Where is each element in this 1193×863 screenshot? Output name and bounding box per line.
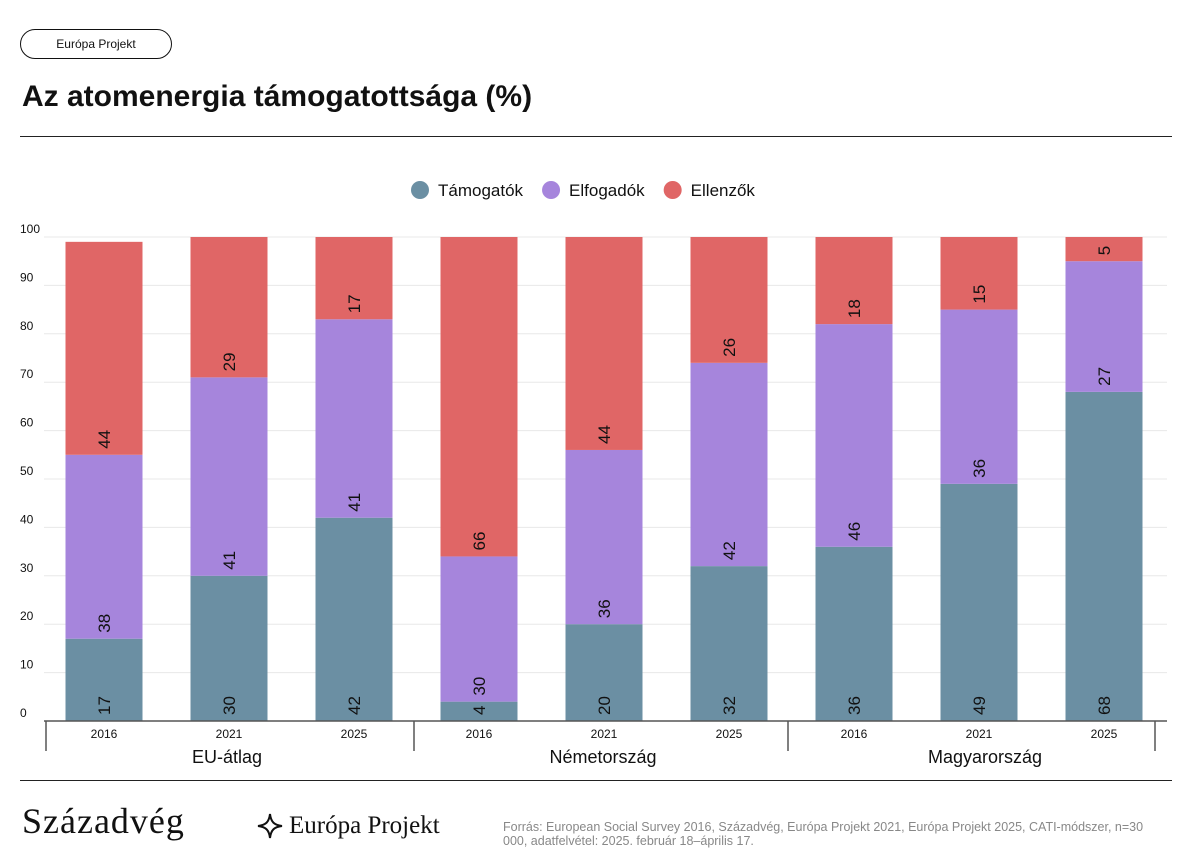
europa-projekt-logo-text: Európa Projekt [289, 812, 440, 839]
legend-swatch-2 [663, 181, 682, 199]
x-tick-label-1: 2021 [216, 727, 243, 741]
data-label-Támogatók-4: 20 [595, 696, 614, 715]
bar-Elfogadók-2 [315, 319, 393, 518]
group-label-2: Magyarország [928, 747, 1042, 767]
bar-Elfogadók-5 [690, 362, 768, 567]
data-label-Ellenzők-4: 44 [595, 425, 614, 444]
data-label-Ellenzők-1: 29 [220, 352, 239, 371]
data-label-Elfogadók-6: 46 [845, 522, 864, 541]
bar-Támogatók-5 [690, 566, 768, 721]
bar-Ellenzők-4 [565, 237, 643, 450]
y-tick-label-1: 10 [20, 658, 34, 672]
bar-Ellenzők-1 [190, 237, 268, 378]
data-label-Támogatók-7: 49 [970, 696, 989, 715]
bar-Támogatók-0 [65, 638, 143, 721]
x-tick-label-2: 2025 [341, 727, 368, 741]
bar-Elfogadók-8 [1065, 261, 1143, 392]
europa-projekt-pill: Európa Projekt [20, 29, 172, 59]
data-label-Elfogadók-8: 27 [1095, 367, 1114, 386]
legend-swatch-1 [542, 181, 561, 199]
data-label-Támogatók-2: 42 [345, 696, 364, 715]
y-tick-label-7: 70 [20, 367, 34, 381]
data-label-Elfogadók-2: 41 [345, 493, 364, 512]
top-divider [20, 136, 1172, 137]
europa-projekt-logo: Európa Projekt [257, 812, 440, 840]
data-label-Támogatók-1: 30 [220, 696, 239, 715]
bar-Ellenzők-8 [1065, 237, 1143, 262]
y-tick-label-0: 0 [20, 706, 27, 720]
bar-Elfogadók-4 [565, 449, 643, 625]
group-label-1: Németország [549, 747, 656, 767]
data-label-Támogatók-3: 4 [470, 706, 489, 715]
bar-Ellenzők-6 [815, 237, 893, 325]
y-tick-label-8: 80 [20, 319, 34, 333]
szazadveg-logo: Századvég [22, 801, 185, 841]
y-tick-label-3: 30 [20, 561, 34, 575]
diamond-star-icon [257, 813, 283, 839]
legend-label-0: Támogatók [438, 181, 524, 200]
x-tick-label-6: 2016 [841, 727, 868, 741]
data-label-Ellenzők-8: 5 [1095, 246, 1114, 255]
bar-Támogatók-4 [565, 624, 643, 721]
x-tick-label-8: 2025 [1091, 727, 1118, 741]
data-label-Ellenzők-7: 15 [970, 285, 989, 304]
y-tick-label-4: 40 [20, 512, 34, 526]
bar-Elfogadók-0 [65, 454, 143, 639]
bar-Elfogadók-7 [940, 309, 1018, 484]
bar-Elfogadók-6 [815, 324, 893, 547]
source-note: Forrás: European Social Survey 2016, Szá… [503, 820, 1144, 848]
bar-Ellenzők-0 [65, 241, 143, 455]
data-label-Elfogadók-4: 36 [595, 599, 614, 618]
bar-Támogatók-7 [940, 483, 1018, 721]
bar-Ellenzők-5 [690, 237, 768, 363]
data-label-Ellenzők-2: 17 [345, 294, 364, 313]
legend-label-1: Elfogadók [569, 181, 645, 200]
x-tick-label-0: 2016 [91, 727, 118, 741]
data-label-Ellenzők-0: 44 [95, 430, 114, 449]
legend-label-2: Ellenzők [691, 181, 756, 200]
bar-Támogatók-2 [315, 517, 393, 721]
y-tick-label-9: 90 [20, 270, 34, 284]
x-tick-label-4: 2021 [591, 727, 618, 741]
data-label-Támogatók-8: 68 [1095, 696, 1114, 715]
x-tick-label-7: 2021 [966, 727, 993, 741]
y-tick-label-5: 50 [20, 464, 34, 478]
data-label-Támogatók-6: 36 [845, 696, 864, 715]
stacked-bar-chart: Támogatók Elfogadók Ellenzők 0 10 20 30 40 50 60 7… [20, 181, 1167, 767]
legend-swatch-0 [411, 181, 429, 199]
y-tick-label-6: 60 [20, 416, 34, 430]
bar-Támogatók-3 [440, 701, 518, 721]
data-label-Ellenzők-5: 26 [720, 338, 739, 357]
data-label-Elfogadók-3: 30 [470, 677, 489, 696]
bar-Elfogadók-3 [440, 556, 518, 702]
bar-Támogatók-8 [1065, 391, 1143, 721]
data-label-Ellenzők-6: 18 [845, 299, 864, 318]
chart-title: Az atomenergia támogatottsága (%) [22, 80, 533, 113]
data-label-Ellenzők-3: 66 [470, 532, 489, 551]
x-tick-label-3: 2016 [466, 727, 493, 741]
data-label-Támogatók-5: 32 [720, 696, 739, 715]
bar-Támogatók-6 [815, 546, 893, 721]
bar-Ellenzők-7 [940, 237, 1018, 310]
bar-Ellenzők-2 [315, 237, 393, 320]
data-label-Elfogadók-0: 38 [95, 614, 114, 633]
data-label-Elfogadók-7: 36 [970, 459, 989, 478]
bottom-divider [20, 780, 1172, 781]
y-tick-label-10: 100 [20, 222, 40, 236]
y-tick-label-2: 20 [20, 609, 34, 623]
group-label-0: EU-átlag [192, 747, 262, 767]
data-label-Elfogadók-1: 41 [220, 551, 239, 570]
bar-Ellenzők-3 [440, 237, 518, 557]
x-tick-label-5: 2025 [716, 727, 743, 741]
bar-Támogatók-1 [190, 575, 268, 721]
bar-Elfogadók-1 [190, 377, 268, 576]
data-label-Elfogadók-5: 42 [720, 541, 739, 560]
data-label-Támogatók-0: 17 [95, 696, 114, 715]
